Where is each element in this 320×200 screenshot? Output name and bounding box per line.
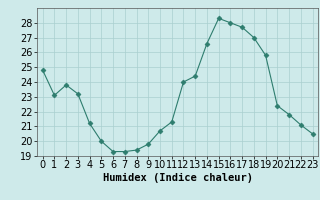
X-axis label: Humidex (Indice chaleur): Humidex (Indice chaleur) <box>103 173 252 183</box>
